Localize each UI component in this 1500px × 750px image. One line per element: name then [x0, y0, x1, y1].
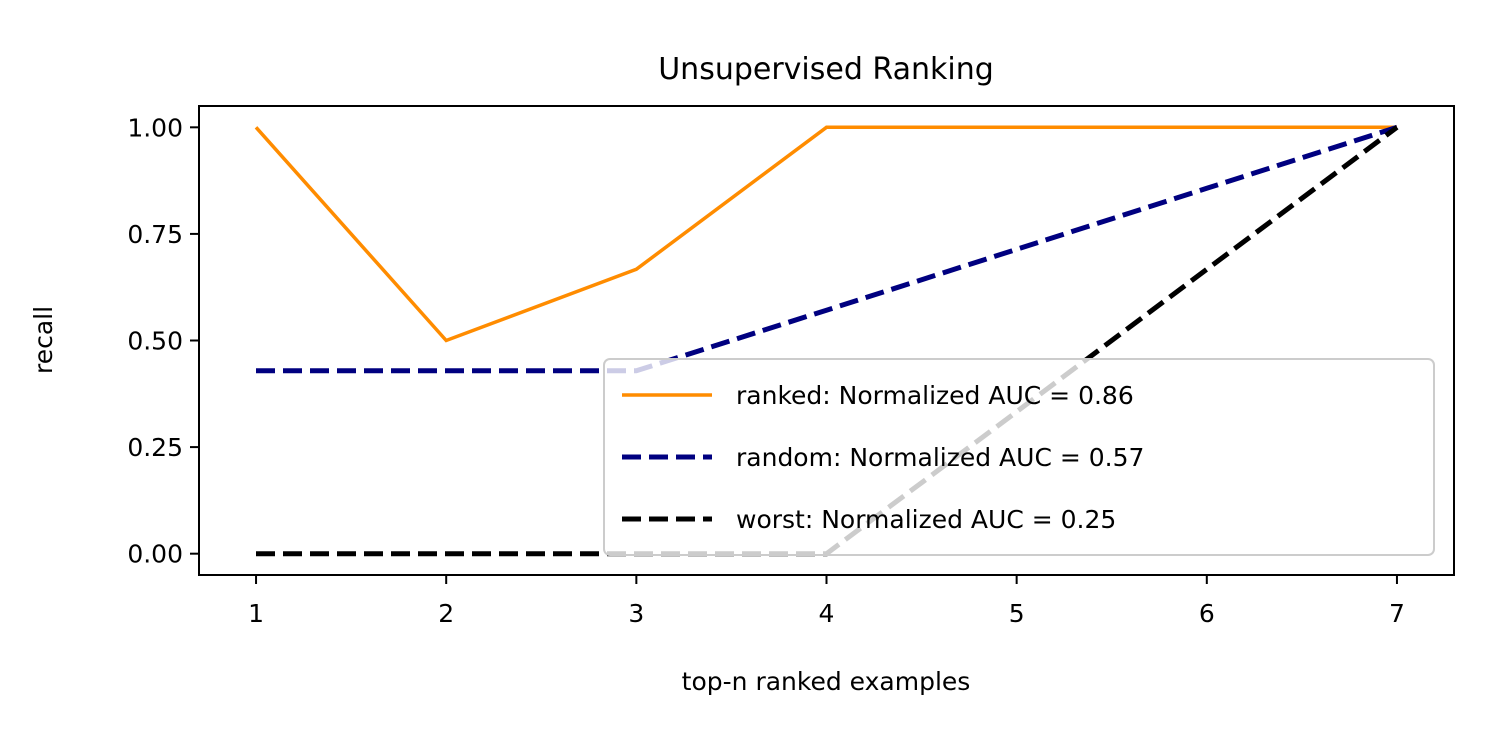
- y-axis-ticks: 0.00 0.25 0.50 0.75 1.00: [127, 113, 199, 569]
- y-tick-label: 1.00: [127, 113, 183, 142]
- legend-label-2: random: Normalized AUC = 0.57: [736, 443, 1144, 472]
- plot-area: ranked: Normalized AUC = 0.86 random: Nor…: [198, 105, 1455, 576]
- y-tick-label: 0.50: [127, 327, 183, 356]
- legend-label-3: worst: Normalized AUC = 0.25: [736, 505, 1116, 534]
- x-tick-label: 2: [438, 599, 454, 628]
- x-tick-label: 1: [248, 599, 264, 628]
- x-axis-ticks: 1 2 3 4 5 6 7: [248, 575, 1405, 628]
- y-tick-label: 0.75: [127, 220, 183, 249]
- x-axis-label: top-n ranked examples: [682, 667, 971, 696]
- series-line-1: [254, 125, 1397, 343]
- x-tick-label: 6: [1199, 599, 1215, 628]
- y-axis-label: recall: [29, 306, 58, 374]
- legend-box: [603, 358, 1435, 556]
- legend: ranked: Normalized AUC = 0.86 random: Nor…: [603, 358, 1435, 556]
- y-tick-label: 0.25: [127, 433, 183, 462]
- x-tick-label: 4: [819, 599, 835, 628]
- x-tick-label: 3: [628, 599, 644, 628]
- x-tick-label: 5: [1009, 599, 1025, 628]
- chart-title: Unsupervised Ranking: [658, 52, 994, 87]
- y-tick-label: 0.00: [127, 540, 183, 569]
- legend-label-1: ranked: Normalized AUC = 0.86: [736, 381, 1134, 410]
- x-tick-label: 7: [1389, 599, 1405, 628]
- series-line-2: [256, 124, 1398, 374]
